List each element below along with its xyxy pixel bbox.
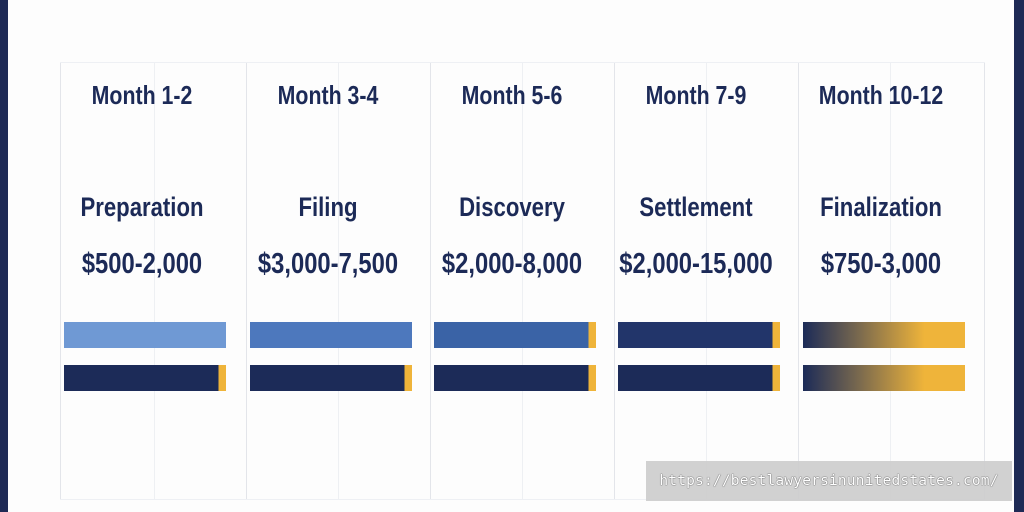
timeline-panel: Month 1-2 Preparation $500-2,000 Month 3… — [8, 0, 1014, 512]
phase-label: Filing — [298, 192, 358, 222]
phase-label: Settlement — [639, 192, 753, 222]
month-label: Month 3-4 — [277, 80, 379, 110]
progress-bar-bottom — [618, 365, 780, 391]
month-label: Month 1-2 — [91, 80, 193, 110]
progress-bar-bottom — [434, 365, 596, 391]
progress-bar-top — [64, 322, 226, 348]
cost-range: $500-2,000 — [81, 248, 203, 280]
timeline-column-3: Month 5-6 Discovery $2,000-8,000 — [424, 0, 600, 512]
phase-label: Finalization — [820, 192, 942, 222]
cost-range: $3,000-7,500 — [257, 248, 399, 280]
grid-line — [338, 63, 339, 499]
grid-line — [614, 63, 615, 499]
phase-label: Discovery — [459, 192, 565, 222]
month-label: Month 10-12 — [818, 80, 944, 110]
grid-line — [890, 63, 891, 499]
cost-range: $750-3,000 — [820, 248, 942, 280]
timeline-column-1: Month 1-2 Preparation $500-2,000 — [54, 0, 230, 512]
progress-bar-bottom — [64, 365, 226, 391]
phase-label: Preparation — [80, 192, 204, 222]
grid-line — [246, 63, 247, 499]
progress-bar-bottom — [803, 365, 965, 391]
grid-line — [984, 63, 985, 499]
timeline-column-2: Month 3-4 Filing $3,000-7,500 — [240, 0, 416, 512]
month-label: Month 7-9 — [645, 80, 747, 110]
timeline-grid — [60, 62, 985, 500]
progress-bar-top — [803, 322, 965, 348]
timeline-column-5: Month 10-12 Finalization $750-3,000 — [793, 0, 969, 512]
progress-bar-top — [434, 322, 596, 348]
grid-line — [60, 63, 61, 499]
grid-line — [522, 63, 523, 499]
watermark-url: https://bestlawyersinunitedstates.com/ — [646, 461, 1012, 501]
month-label: Month 5-6 — [461, 80, 563, 110]
grid-line — [430, 63, 431, 499]
grid-line — [154, 63, 155, 499]
timeline-column-4: Month 7-9 Settlement $2,000-15,000 — [608, 0, 784, 512]
grid-line — [798, 63, 799, 499]
cost-range: $2,000-15,000 — [619, 248, 773, 280]
progress-bar-top — [618, 322, 780, 348]
grid-line — [706, 63, 707, 499]
progress-bar-bottom — [250, 365, 412, 391]
progress-bar-top — [250, 322, 412, 348]
cost-range: $2,000-8,000 — [441, 248, 583, 280]
